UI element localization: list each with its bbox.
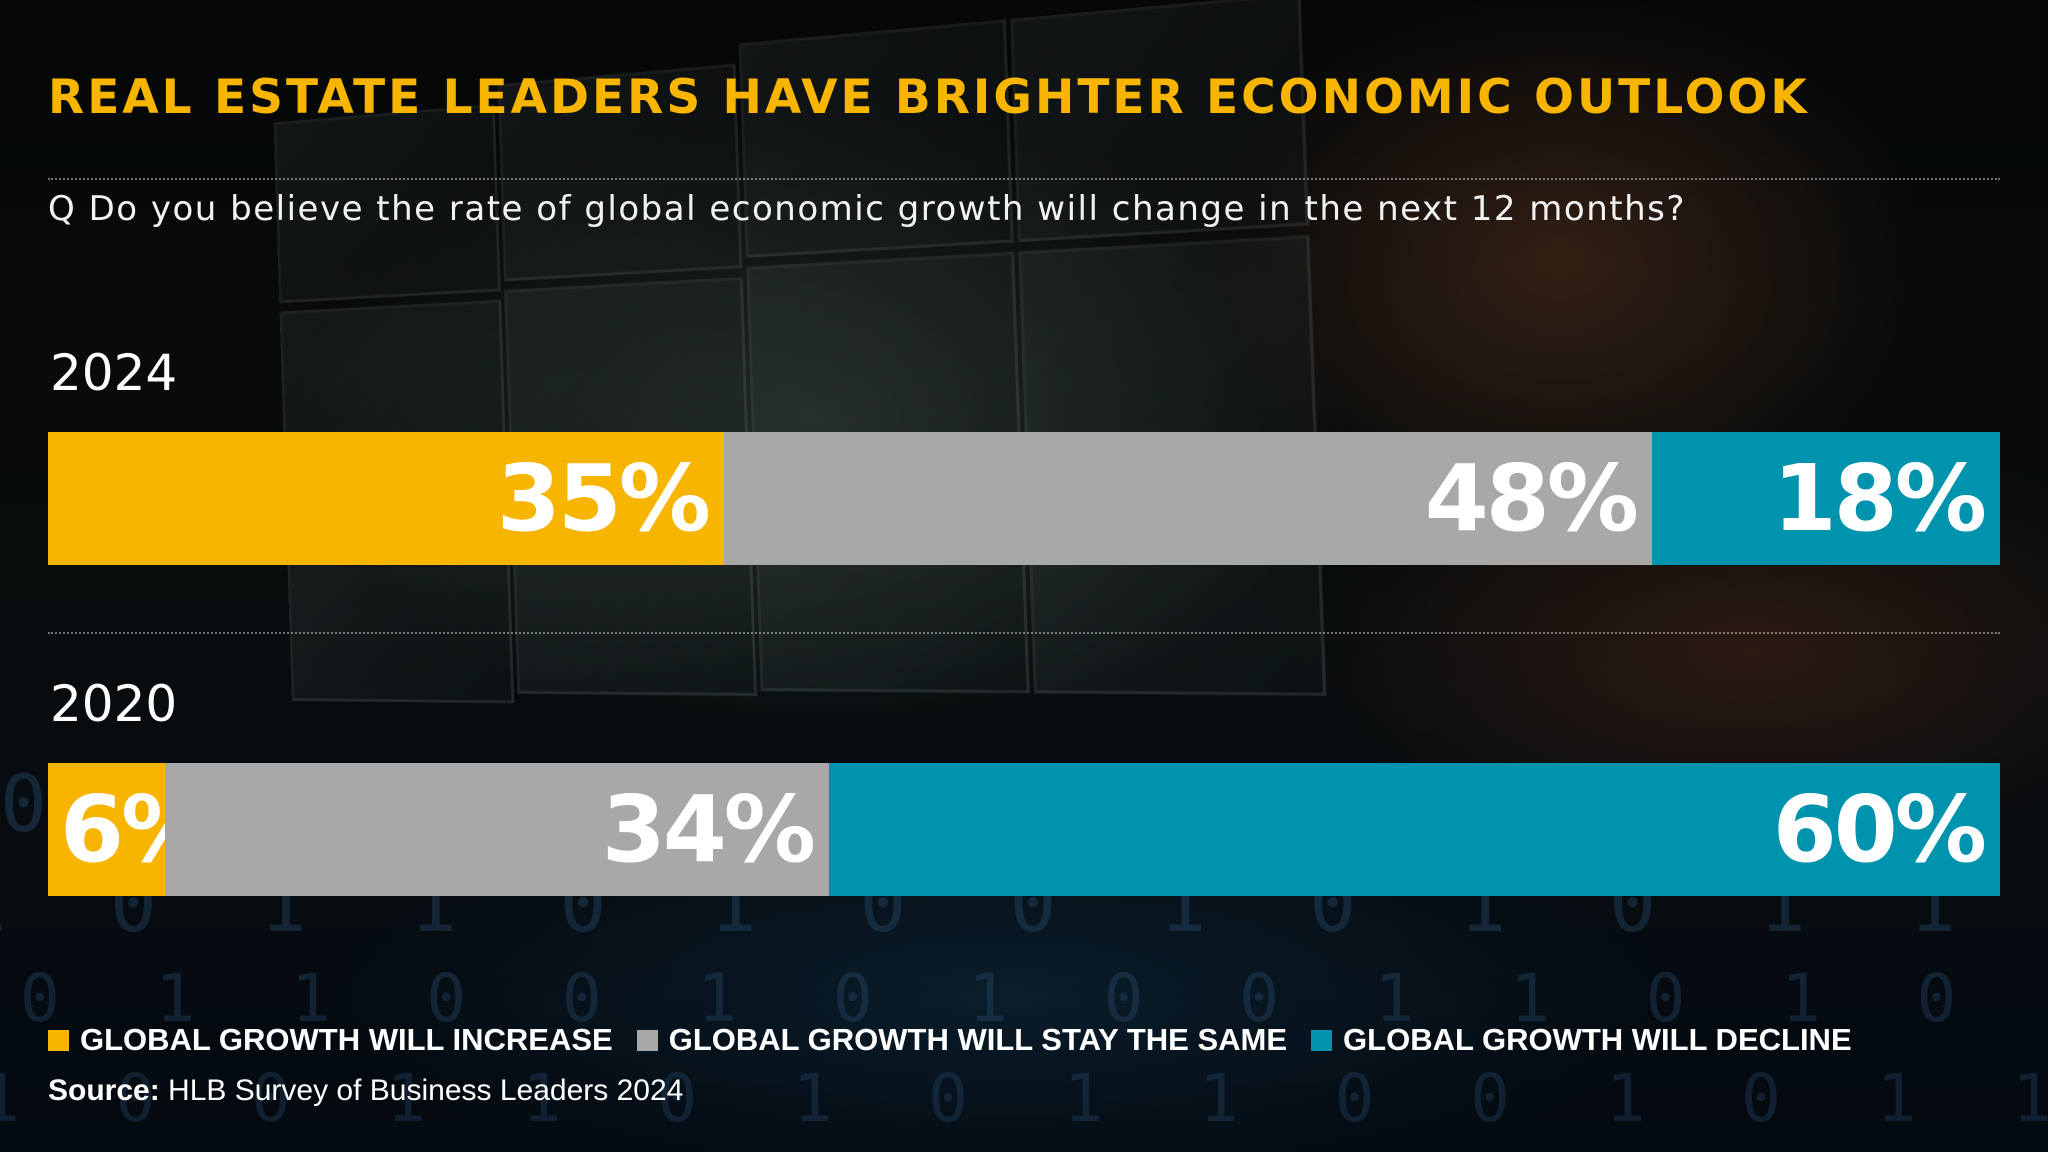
legend-label-1: GLOBAL GROWTH WILL INCREASE — [80, 1022, 613, 1058]
source-note: Source: HLB Survey of Business Leaders 2… — [48, 1074, 683, 1108]
legend-item-3: GLOBAL GROWTH WILL DECLINE — [1311, 1022, 1852, 1058]
legend-swatch-1 — [48, 1030, 69, 1051]
bar-row-2024: 35% 48% 18% — [48, 432, 2000, 565]
legend-item-1: GLOBAL GROWTH WILL INCREASE — [48, 1022, 613, 1058]
source-text: HLB Survey of Business Leaders 2024 — [160, 1074, 684, 1107]
title-divider — [48, 178, 2000, 180]
data-label-2020-2: 34% — [602, 763, 813, 896]
year-label-2024: 2024 — [50, 344, 177, 402]
data-label-2024-1: 35% — [497, 432, 708, 565]
chart-title: REAL ESTATE LEADERS HAVE BRIGHTER ECONOM… — [48, 70, 2008, 125]
legend-item-2: GLOBAL GROWTH WILL STAY THE SAME — [637, 1022, 1287, 1058]
row-divider — [48, 632, 2000, 634]
source-label: Source: — [48, 1074, 160, 1107]
legend-label-2: GLOBAL GROWTH WILL STAY THE SAME — [669, 1022, 1287, 1058]
legend-swatch-2 — [637, 1030, 658, 1051]
legend-swatch-3 — [1311, 1030, 1332, 1051]
legend: GLOBAL GROWTH WILL INCREASE GLOBAL GROWTH… — [48, 1022, 1876, 1058]
data-label-2024-2: 48% — [1425, 432, 1636, 565]
year-label-2020: 2020 — [50, 675, 177, 733]
data-label-2020-3: 60% — [1773, 763, 1984, 896]
bar-row-2020: 6% 34% 60% — [48, 763, 2000, 896]
data-label-2024-3: 18% — [1773, 432, 1984, 565]
chart-question: Q Do you believe the rate of global econ… — [48, 189, 2008, 229]
legend-label-3: GLOBAL GROWTH WILL DECLINE — [1343, 1022, 1852, 1058]
